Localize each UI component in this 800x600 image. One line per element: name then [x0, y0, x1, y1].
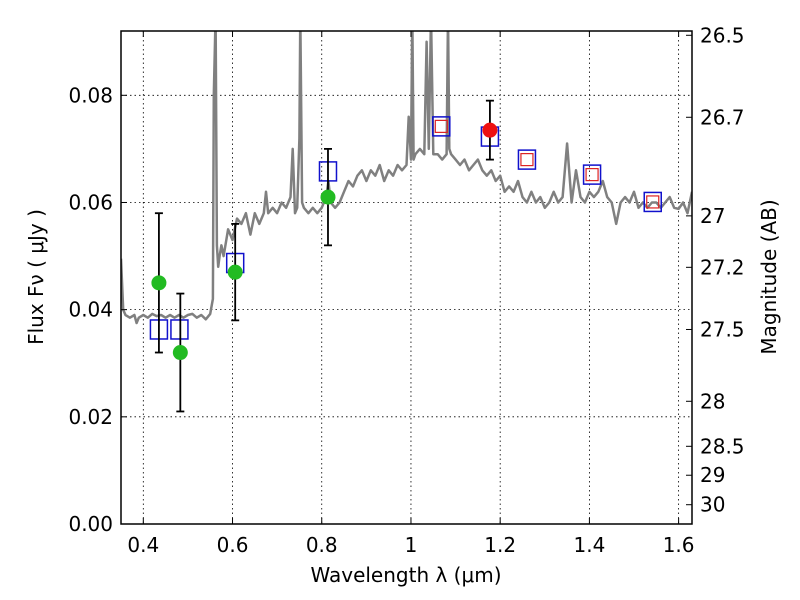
model-box-marker	[643, 191, 662, 213]
plot-frame	[120, 30, 693, 525]
x-tick-label: 1.2	[484, 533, 516, 557]
y2-tick-label: 26.7	[700, 105, 745, 129]
y-tick-label: 0.02	[68, 405, 113, 429]
observed-point	[151, 275, 167, 291]
y2-tick-label: 30	[700, 493, 725, 517]
y2-tick-label: 27.2	[700, 255, 745, 279]
x-tick-label: 0.8	[306, 533, 338, 557]
model-box-marker	[432, 116, 451, 137]
observed-point	[172, 345, 188, 361]
y2-axis-title: Magnitude (AB)	[757, 199, 781, 354]
x-tick-label: 0.4	[127, 533, 159, 557]
spectrum-line	[121, 31, 692, 325]
model-inner-marker	[585, 168, 599, 182]
y-axis-title: Flux Fν ( μJy )	[24, 209, 48, 345]
y2-tick-label: 27.5	[700, 317, 745, 341]
x-tick-label: 0.6	[217, 533, 249, 557]
y2-tick-label: 28	[700, 389, 725, 413]
model-inner-marker	[434, 119, 448, 133]
model-box-marker	[517, 149, 537, 170]
y2-tick-label: 29	[700, 463, 725, 487]
y2-tick-label: 28.5	[700, 434, 745, 458]
x-tick-label: 1.6	[663, 533, 695, 557]
model-box-marker	[582, 164, 602, 185]
y-tick-label: 0.06	[68, 190, 113, 214]
y-tick-label: 0.04	[68, 298, 113, 322]
observed-point	[320, 189, 336, 205]
y2-tick-label: 26.5	[700, 23, 745, 47]
marker-layer	[149, 99, 662, 413]
axis-layer: 0.4 0.6 0.8 1 1.2 1.4 1.6 0.00 0.02 0.04 0.06 0.08 2…	[68, 23, 744, 557]
y-tick-label: 0.08	[68, 83, 113, 107]
model-inner-marker	[646, 195, 660, 209]
y-tick-label: 0.00	[68, 512, 113, 536]
observed-point-highlight	[482, 122, 498, 138]
x-tick-label: 1.4	[573, 533, 605, 557]
model-inner-marker	[520, 153, 534, 167]
y2-tick-label: 27	[700, 204, 725, 228]
x-axis-title: Wavelength λ (μm)	[310, 563, 501, 587]
x-tick-label: 1	[405, 533, 418, 557]
observed-point	[227, 264, 243, 280]
series-layer	[121, 31, 692, 325]
